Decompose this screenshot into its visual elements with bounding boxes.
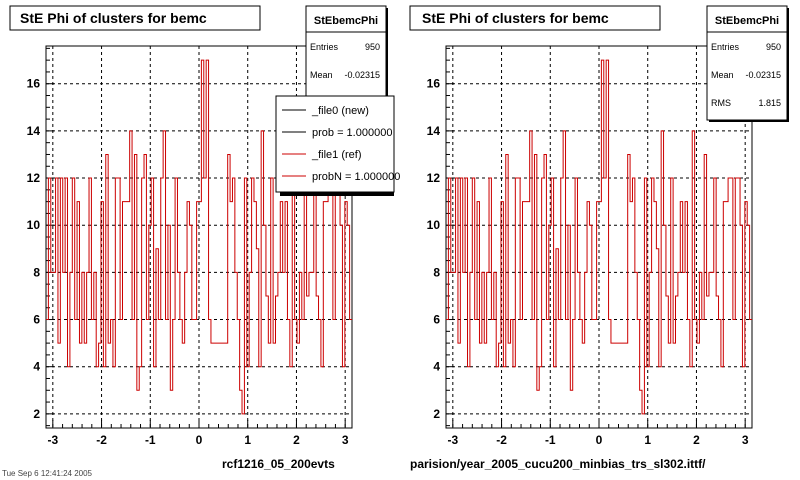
histogram-series [46,59,352,415]
stats-entries-value: 950 [365,42,380,52]
y-tick-label: 2 [33,407,40,421]
stats-box [706,5,788,121]
y-tick-label: 8 [433,265,440,279]
x-tick-label: -1 [545,433,556,447]
y-tick-label: 14 [427,124,441,138]
y-tick-label: 10 [427,218,441,232]
y-tick-label: 14 [27,124,41,138]
stats-mean-label: Mean [711,70,734,80]
x-tick-label: 0 [596,433,603,447]
legend: _file0 (new) prob = 1.000000 _file1 (ref) p… [275,95,400,196]
y-tick-label: 4 [33,360,40,374]
stats-rms-value: 1.815 [758,98,781,108]
title-box [409,5,661,31]
histogram-series [446,59,752,415]
stats-name: StEbemcPhi [715,15,779,27]
y-tick-label: 6 [433,313,440,327]
x-tick-label: 1 [244,433,251,447]
stats-entries-label: Entries [310,42,339,52]
x-tick-label: -2 [496,433,507,447]
y-tick-label: 12 [427,171,441,185]
x-tick-label: 1 [644,433,651,447]
stats-name: StEbemcPhi [314,15,378,27]
legend-entry-label: probN = 1.000000 [312,171,400,183]
file-path-label: rcf1216_05_200evts [222,457,335,471]
x-tick-label: 0 [196,433,203,447]
stats-entries-value: 950 [766,42,781,52]
x-tick-label: 3 [742,433,749,447]
title-box [9,5,261,31]
stats-mean-label: Mean [310,70,333,80]
y-tick-label: 16 [27,77,41,91]
y-tick-label: 10 [27,218,41,232]
x-tick-label: -3 [47,433,58,447]
x-tick-label: -1 [145,433,156,447]
y-tick-label: 12 [27,171,41,185]
legend-entry-label: prob = 1.000000 [312,127,392,139]
timestamp: Tue Sep 6 12:41:24 2005 [2,469,93,478]
x-tick-label: 3 [342,433,349,447]
x-tick-label: 2 [293,433,300,447]
chart-title: StE Phi of clusters for bemc [20,10,207,26]
legend-entry-label: _file0 (new) [311,105,369,117]
stats-mean-value: -0.02315 [745,70,781,80]
x-tick-label: -2 [96,433,107,447]
file-path-label: parision/year_2005_cucu200_minbias_trs_s… [410,457,706,471]
y-tick-label: 2 [433,407,440,421]
y-tick-label: 8 [33,265,40,279]
stats-mean-value: -0.02315 [344,70,380,80]
stats-entries-label: Entries [711,42,740,52]
x-tick-label: 2 [693,433,700,447]
x-tick-label: -3 [447,433,458,447]
legend-entry-label: _file1 (ref) [311,149,362,161]
y-tick-label: 4 [433,360,440,374]
y-tick-label: 6 [33,313,40,327]
chart-title: StE Phi of clusters for bemc [422,10,609,26]
y-tick-label: 16 [427,77,441,91]
stats-rms-label: RMS [711,98,731,108]
